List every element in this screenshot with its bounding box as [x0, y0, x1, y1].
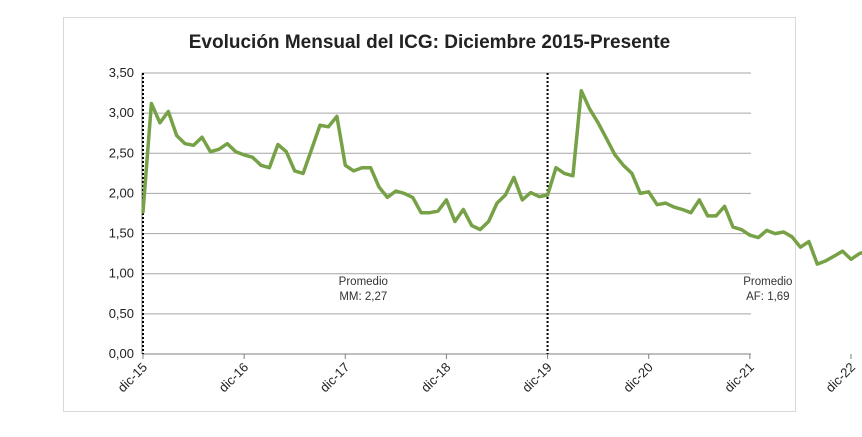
annotations: Promedio MM: 2,27 Promedio AF: 1,69 — [339, 276, 793, 303]
y-tick-label: 0,50 — [109, 306, 134, 321]
annotation-value: MM: 2,27 — [339, 291, 387, 303]
series-layer — [141, 88, 862, 266]
gridlines — [142, 72, 751, 355]
x-axis: dic-15 dic-16 dic-17 dic-18 dic-19 dic-20 dic-… — [114, 354, 858, 396]
y-tick-label: 1,50 — [109, 226, 134, 241]
y-tick-label: 3,50 — [109, 65, 134, 80]
y-tick-label: 2,00 — [109, 185, 134, 200]
vertical-markers — [142, 73, 549, 354]
x-tick-label: dic-22 — [822, 360, 858, 396]
y-tick-label: 1,00 — [109, 266, 134, 281]
annotation-value: AF: 1,69 — [746, 291, 789, 303]
annotation-label: Promedio — [743, 276, 792, 288]
y-tick-label: 2,50 — [109, 145, 134, 160]
x-tick-label: dic-17 — [317, 360, 353, 396]
annotation-label: Promedio — [339, 276, 388, 288]
x-tick-label: dic-19 — [519, 360, 555, 396]
x-tick-label: dic-16 — [216, 360, 252, 396]
y-tick-label: 0,00 — [109, 346, 134, 361]
x-tick-label: dic-15 — [114, 360, 150, 396]
chart-frame — [63, 17, 796, 412]
x-tick-label: dic-18 — [418, 360, 454, 396]
series-line — [141, 88, 862, 266]
x-tick-label: dic-21 — [721, 360, 757, 396]
y-axis: 0,00 0,50 1,00 1,50 2,00 2,50 3,00 3,50 — [109, 65, 143, 361]
y-tick-label: 3,00 — [109, 105, 134, 120]
chart-title: Evolución Mensual del ICG: Diciembre 201… — [188, 32, 671, 53]
x-tick-label: dic-20 — [620, 360, 656, 396]
